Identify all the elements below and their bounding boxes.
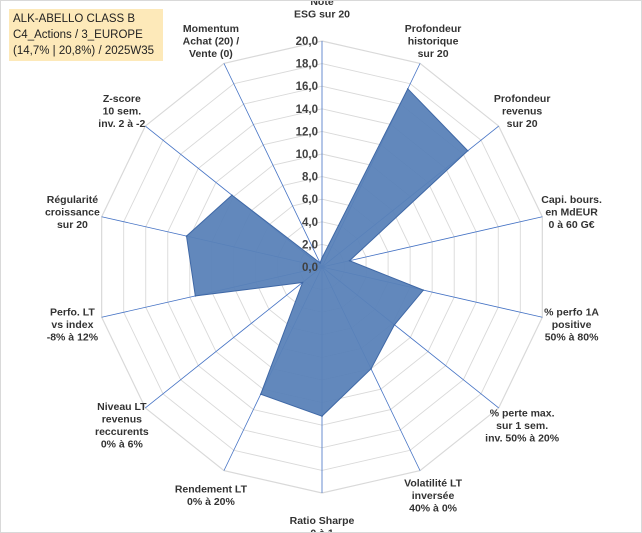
axis-label-line: reccurents [95,426,149,438]
axis-label-line: ESG sur 20 [294,9,350,21]
axis-label-line: 10 sem. [103,106,142,118]
axis-label-line: sur 20 [57,219,88,231]
data-point [407,88,409,90]
radial-tick-labels: 0,0 2,0 4,0 6,0 8,0 10,0 12,0 14,0 16,0 18,0 20,0 [296,36,318,274]
axis-label-line: inv. 50% à 20% [485,432,560,444]
data-point [348,259,351,262]
axis-label-line: Z-score [103,93,141,105]
axis-label-line: historique [408,36,459,48]
data-point [370,368,372,370]
tick-label: 10,0 [296,149,318,161]
axis-label-line: sur 20 [418,48,449,60]
axis-label-line: en MdEUR [545,207,598,219]
axis-label: Z-score 10 sem. inv. 2 à -2 [98,93,145,130]
axis-label-line: Capi. bours. [541,194,602,206]
axis-label-line: revenus [102,414,142,426]
data-point [319,262,321,264]
axis-label-line: Vente (0) [189,48,233,60]
data-point [194,295,197,297]
axis-spoke [223,63,323,268]
axis-label-line: inversée [412,490,455,502]
tick-label: 8,0 [302,172,318,184]
data-point [301,281,304,284]
axis-label-line: vs index [51,319,93,331]
axis-label-line: Perfo. LT [50,306,95,318]
tick-label: 14,0 [296,104,318,116]
axis-label-line: 0 à 1 [310,528,334,533]
data-point [231,194,233,196]
axis-label: Perfo. LT vs index -8% à 12% [47,306,99,343]
data-area [185,87,469,417]
axis-label-line: sur 20 [507,118,538,130]
tick-label: 20,0 [296,36,318,48]
data-point [321,257,323,259]
axis-label-line: croissance [45,207,100,219]
axis-label-line: % perte max. [490,407,555,419]
axis-label-line: Profondeur [494,93,551,105]
axis-label-line: Volatilité LT [404,477,463,489]
axis-label-line: inv. 2 à -2 [98,118,145,130]
title-box: ALK-ABELLO CLASS B C4_Actions / 3_EUROPE… [9,9,163,61]
data-point [185,235,188,237]
tick-label: 0,0 [302,262,318,274]
axis-label-line: Régularité [47,194,99,206]
title-line-2: C4_Actions / 3_EUROPE [13,29,143,41]
data-series-area [185,87,469,417]
axis-label-line: Note [310,1,333,8]
axis-label-line: 0 à 60 G€ [549,219,595,231]
axis-label: Régularité croissance sur 20 [45,194,100,231]
axis-label: Ratio Sharpe0 à 1 [290,515,355,532]
axis-label-line: Profondeur [405,23,462,35]
axis-label-line: % perfo 1A [544,306,599,318]
data-point [393,323,396,326]
axis-label-line: 0% à 20% [187,496,236,508]
data-point [422,289,425,291]
data-point [466,149,469,152]
axis-label-line: Rendement LT [175,484,248,496]
axis-label-line: Ratio Sharpe [290,515,355,527]
tick-label: 2,0 [302,239,318,251]
axis-label-line: Achat (20) / [183,36,240,48]
axis-label: Volatilité LT inversée 40% à 0% [404,477,463,514]
axis-label: Profondeur historique sur 20 [405,23,462,60]
tick-label: 6,0 [302,194,318,206]
axis-label-line: revenus [502,106,542,118]
axis-label-line: Niveau LT [97,401,147,413]
axis-label: Momentum Achat (20) / Vente (0) [183,23,240,60]
axis-label-line: -8% à 12% [47,331,99,343]
title-line-1: ALK-ABELLO CLASS B [13,13,136,25]
axis-label: Note ESG sur 20 [294,1,350,21]
title-line-3: (14,7% | 20,8%) / 2025W35 [13,45,155,57]
axis-label: Profondeur revenus sur 20 [494,93,551,130]
axis-label-line: 0% à 6% [101,439,144,451]
tick-label: 4,0 [302,217,318,229]
tick-label: 12,0 [296,126,318,138]
axis-label-line: 40% à 0% [409,502,458,514]
axis-label-line: Momentum [183,23,239,35]
axis-label-line: sur 1 sem. [496,420,548,432]
axis-spoke [321,216,543,268]
axis-spoke [145,266,323,409]
axis-label-line: 50% à 80% [545,331,599,343]
data-point [321,415,323,417]
data-point [259,393,262,396]
axis-label: % perfo 1A positive 50% à 80% [544,306,599,343]
axis-label: % perte max. sur 1 sem. inv. 50% à 20% [485,407,560,444]
axis-label: Niveau LT revenus reccurents 0% à 6% [95,401,149,451]
tick-label: 18,0 [296,59,318,71]
axis-label-line: positive [552,319,592,331]
axis-label: Rendement LT 0% à 20% [175,484,248,509]
tick-label: 16,0 [296,81,318,93]
axis-label: Capi. bours. en MdEUR 0 à 60 G€ [541,194,602,231]
